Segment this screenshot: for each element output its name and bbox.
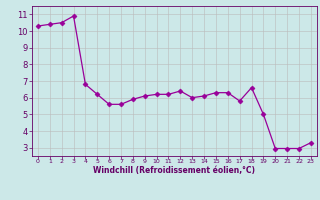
X-axis label: Windchill (Refroidissement éolien,°C): Windchill (Refroidissement éolien,°C) bbox=[93, 166, 255, 175]
